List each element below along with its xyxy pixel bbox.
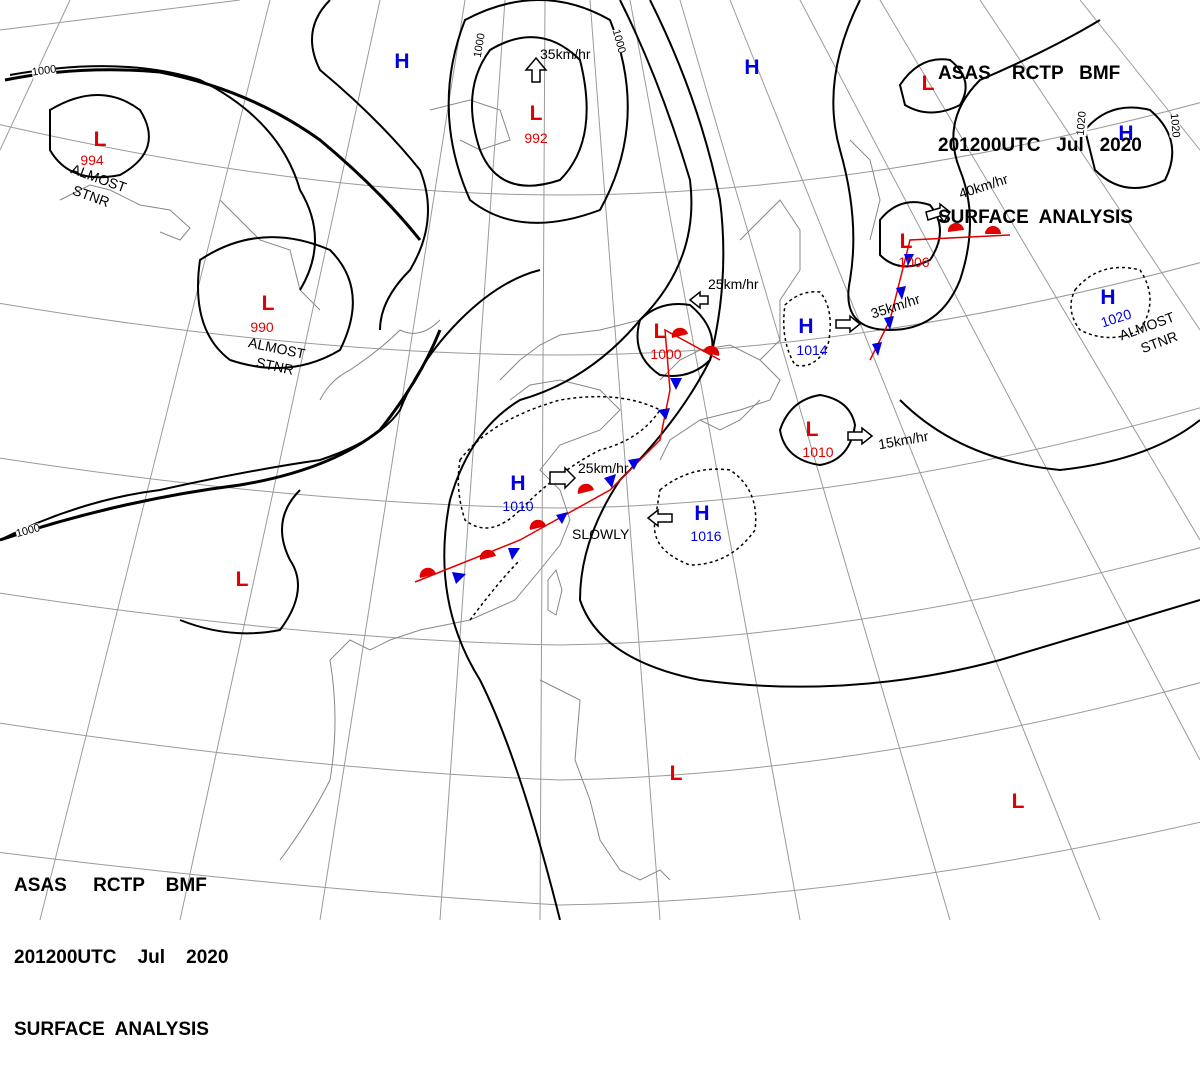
dotted-isobars bbox=[457, 266, 1151, 621]
movement-label: SLOWLY bbox=[572, 526, 630, 542]
high-center-letter: H bbox=[798, 315, 814, 338]
low-center-letter: L bbox=[529, 102, 543, 125]
low-center-value: 992 bbox=[524, 130, 548, 146]
low-center-letter: L bbox=[669, 762, 683, 785]
low-center-letter: L bbox=[805, 418, 819, 441]
low-center-letter: L bbox=[653, 320, 667, 343]
high-center-value: 1014 bbox=[796, 342, 828, 358]
header-line-2: 201200UTC Jul 2020 bbox=[938, 135, 1142, 156]
isobars bbox=[0, 0, 1200, 920]
front-line bbox=[414, 234, 1011, 583]
footer-line-3: SURFACE ANALYSIS bbox=[14, 1019, 209, 1040]
footer-line-1: ASAS RCTP BMF bbox=[14, 875, 207, 896]
low-center-letter: L bbox=[235, 568, 249, 591]
isobar-label: 1020 bbox=[1167, 112, 1182, 139]
low-center-letter: L bbox=[899, 230, 913, 253]
low-center-value: 994 bbox=[80, 152, 104, 168]
movement-label: 35km/hr bbox=[540, 46, 591, 62]
header-top: ASAS RCTP BMF 201200UTC Jul 2020 SURFACE… bbox=[938, 14, 1142, 254]
heavy-isobars bbox=[0, 68, 442, 542]
high-center-letter: H bbox=[694, 502, 710, 525]
high-center-letter: H bbox=[744, 56, 760, 79]
low-center-value: 1000 bbox=[650, 346, 682, 362]
low-center-value: 1006 bbox=[898, 254, 930, 270]
movement-label: 25km/hr bbox=[578, 460, 629, 476]
high-center-value: 1010 bbox=[502, 498, 534, 514]
low-center-letter: L bbox=[93, 128, 107, 151]
coastlines bbox=[59, 99, 881, 881]
header-bottom: ASAS RCTP BMF 201200UTC Jul 2020 SURFACE… bbox=[14, 826, 228, 1066]
weather-map bbox=[0, 0, 1200, 920]
low-center-value: 990 bbox=[250, 319, 274, 335]
low-center-letter: L bbox=[261, 292, 275, 315]
movement-arrows bbox=[524, 56, 951, 528]
header-line-3: SURFACE ANALYSIS bbox=[938, 207, 1133, 228]
footer-line-2: 201200UTC Jul 2020 bbox=[14, 947, 229, 968]
high-center-letter: H bbox=[1118, 122, 1134, 145]
low-center-letter: L bbox=[1011, 790, 1025, 813]
high-center-value: 1016 bbox=[690, 528, 722, 544]
high-center-letter: H bbox=[394, 50, 410, 73]
low-center-value: 1010 bbox=[802, 444, 834, 460]
isobar-label: 1020 bbox=[1074, 110, 1089, 137]
front-symbols bbox=[419, 222, 1001, 584]
low-center-letter: L bbox=[921, 72, 935, 95]
header-line-1: ASAS RCTP BMF bbox=[938, 63, 1121, 84]
movement-label: 25km/hr bbox=[708, 276, 759, 292]
high-center-letter: H bbox=[510, 472, 526, 495]
high-center-letter: H bbox=[1100, 286, 1116, 309]
